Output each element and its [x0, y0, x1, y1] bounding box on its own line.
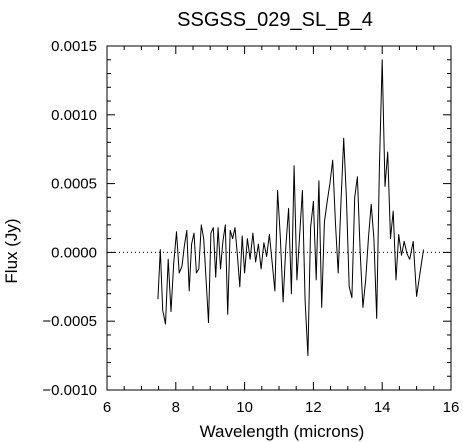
x-tick-label: 12	[305, 399, 322, 416]
y-axis: −0.0010 −0.0005 0.0000 0.0005 0.0010 0.0015	[42, 38, 451, 399]
x-tick-label: 10	[236, 399, 253, 416]
x-tick-label: 8	[172, 399, 180, 416]
x-tick-label: 14	[374, 399, 391, 416]
y-tick-label: 0.0015	[51, 38, 97, 55]
y-tick-label: −0.0010	[42, 382, 97, 399]
y-tick-label: −0.0005	[42, 313, 97, 330]
x-axis: 6 8 10 12 14 16	[103, 46, 460, 416]
y-axis-title: Flux (Jy)	[2, 218, 21, 283]
y-tick-label: 0.0000	[51, 244, 97, 261]
x-axis-title: Wavelength (microns)	[200, 422, 365, 441]
y-tick-label: 0.0005	[51, 176, 97, 193]
flux-series-line	[157, 59, 424, 357]
chart-title: SSGSS_029_SL_B_4	[177, 9, 373, 31]
plot-content	[107, 59, 451, 357]
x-tick-label: 16	[443, 399, 460, 416]
x-tick-label: 6	[103, 399, 111, 416]
y-tick-label: 0.0010	[51, 107, 97, 124]
